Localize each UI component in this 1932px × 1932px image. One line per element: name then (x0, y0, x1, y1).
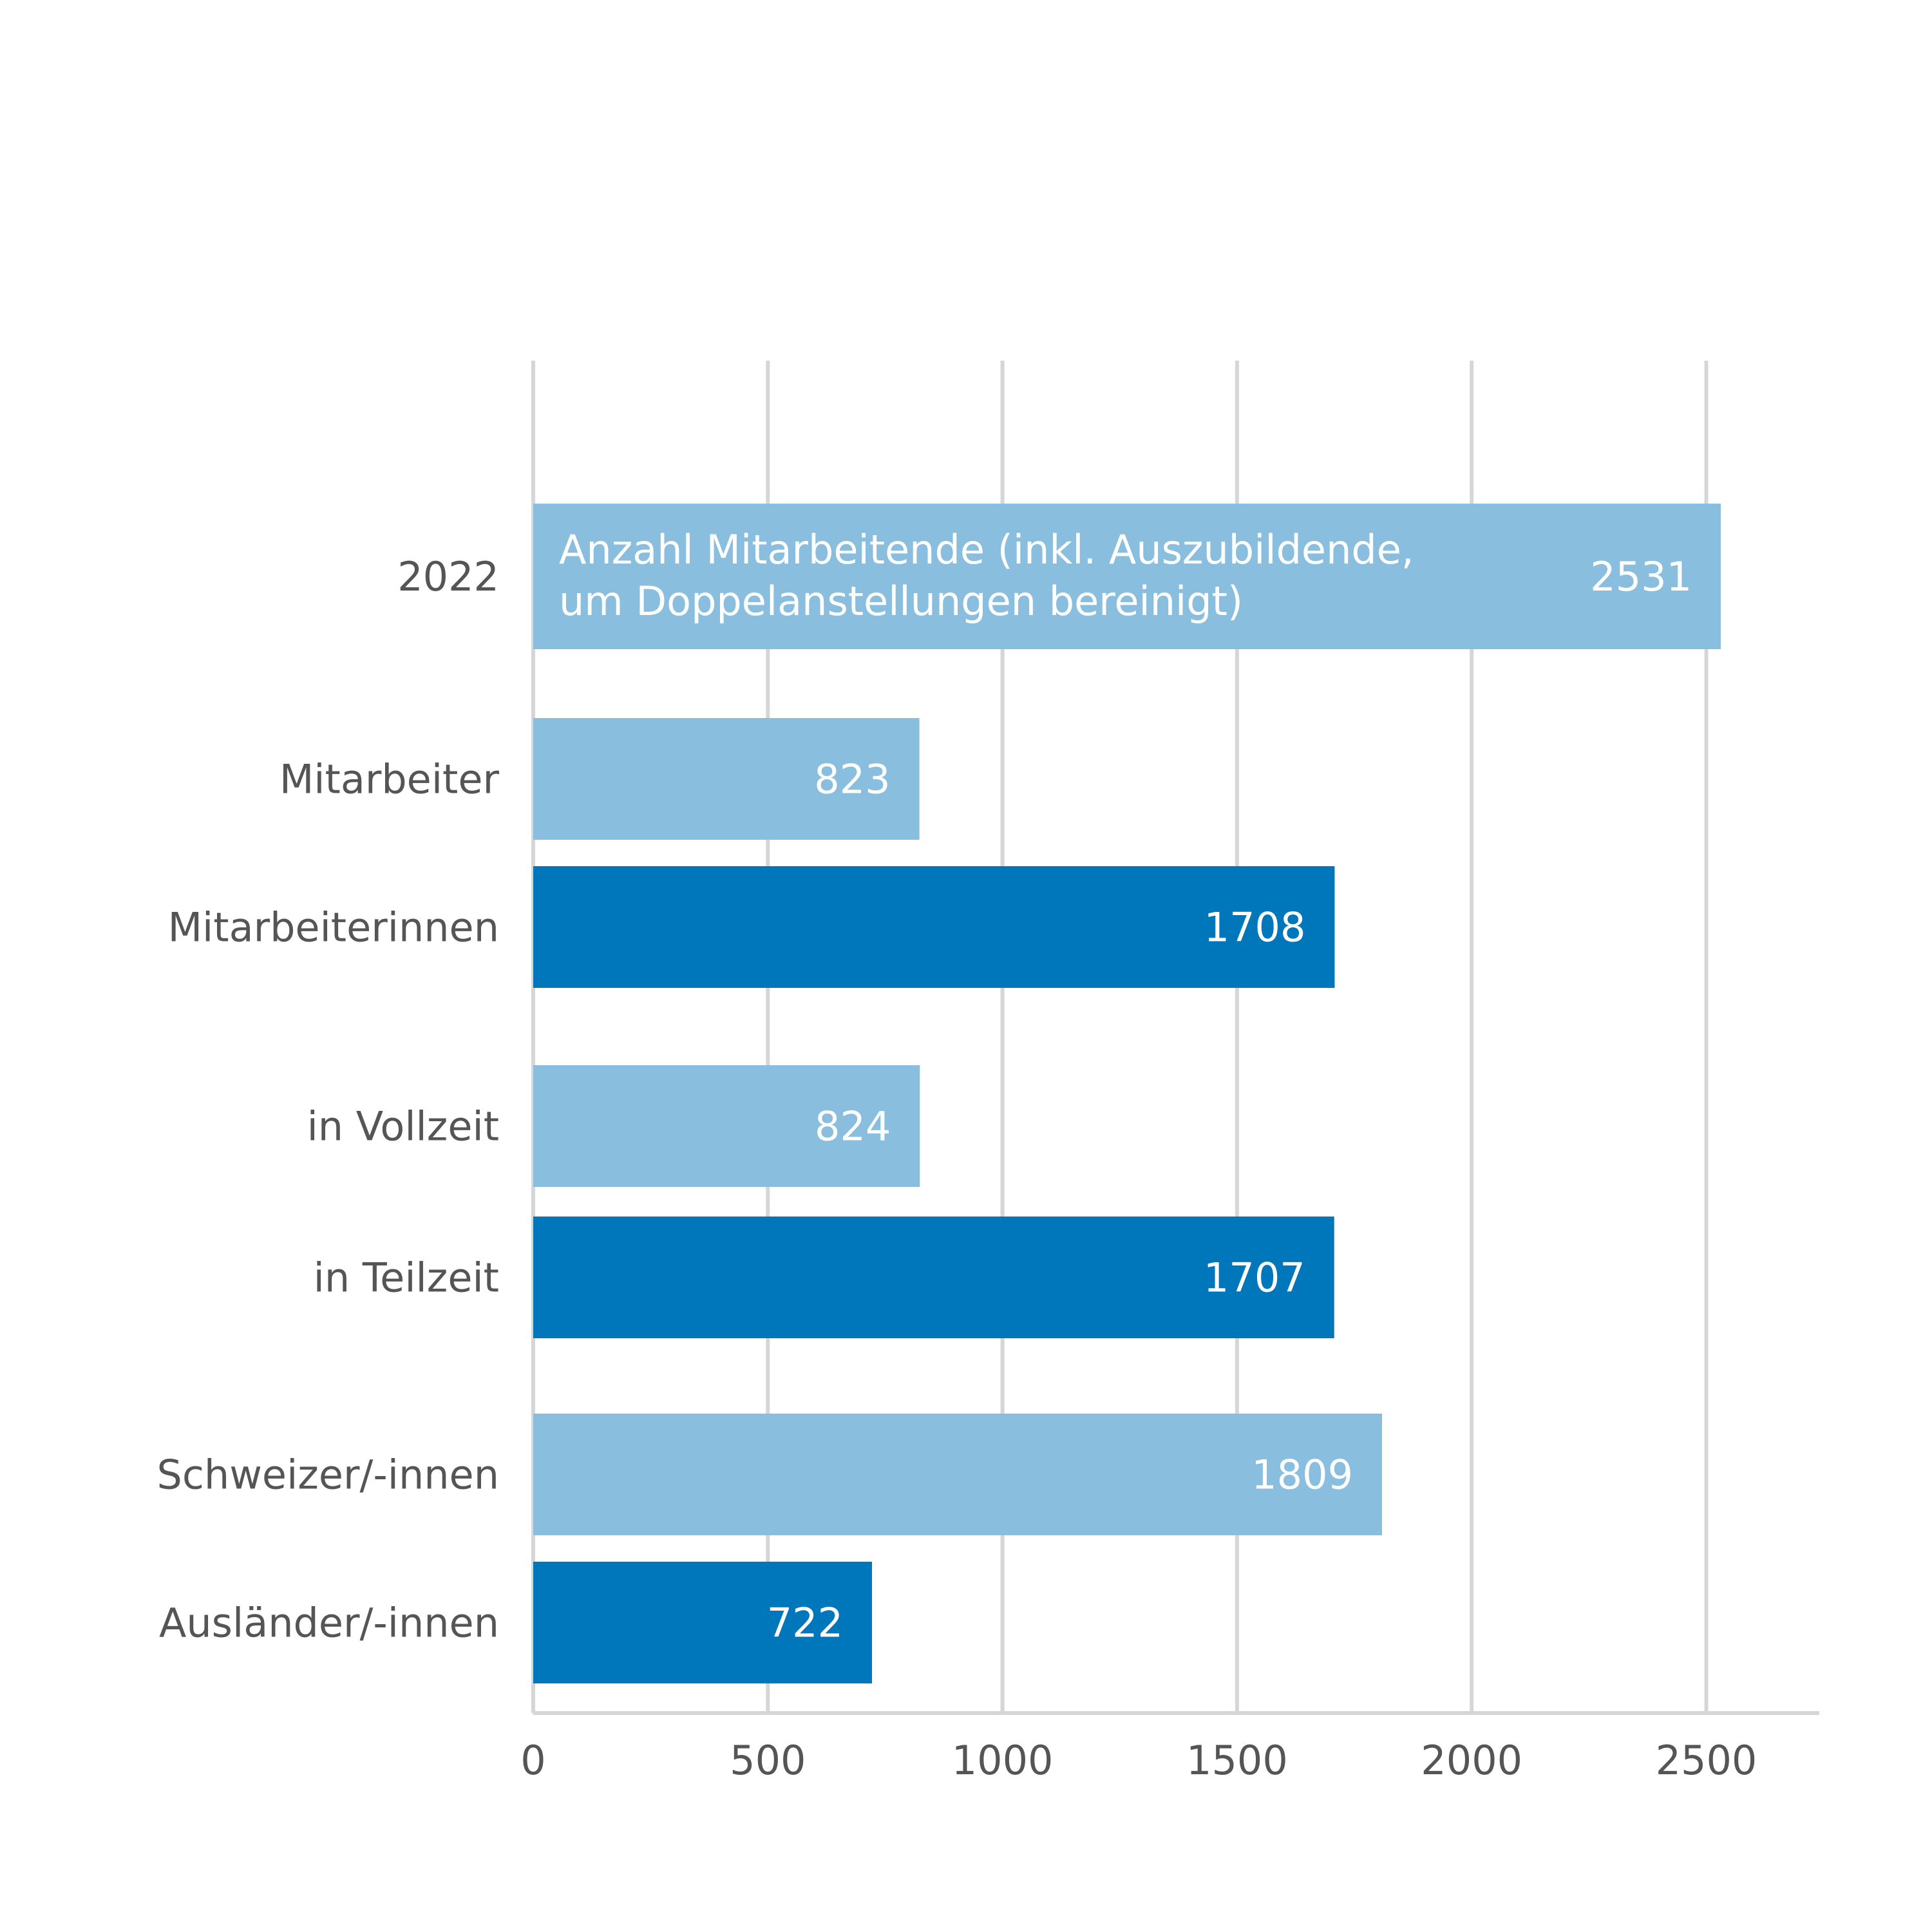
bar-2 (533, 866, 1335, 988)
category-label-1: Mitarbeiter (279, 756, 500, 803)
annotation-line-2: um Doppelanstellungen bereinigt) (559, 578, 1243, 625)
bar-4 (533, 1217, 1334, 1338)
category-label-2: Mitarbeiterinnen (168, 904, 499, 951)
bar-annotation: Anzahl Mitarbeitende (inkl. Auszubildend… (559, 526, 1426, 625)
category-label-5: Schweizer/-innen (156, 1452, 499, 1499)
x-tick-label-5: 2500 (1656, 1737, 1757, 1784)
category-label-6: Ausländer/-innen (159, 1600, 499, 1647)
bar-6 (533, 1562, 873, 1683)
value-labels: 2531 823 1708 824 1707 1809 722 (767, 553, 1692, 1647)
category-label-0: 2022 (397, 553, 499, 600)
value-label-0: 2531 (1590, 553, 1692, 600)
value-label-5: 1809 (1251, 1452, 1353, 1499)
x-tick-labels: 0 500 1000 1500 2000 2500 (520, 1737, 1757, 1784)
x-tick-label-3: 1500 (1186, 1737, 1288, 1784)
annotation-line-1: Anzahl Mitarbeitende (inkl. Auszubildend… (559, 526, 1414, 573)
bar-1 (533, 718, 920, 840)
value-label-6: 722 (767, 1600, 843, 1647)
bar-0 (533, 504, 1721, 649)
category-label-4: in Teilzeit (314, 1255, 499, 1302)
category-label-3: in Vollzeit (307, 1103, 499, 1150)
x-tick-label-2: 1000 (952, 1737, 1054, 1784)
value-label-2: 1708 (1204, 904, 1306, 951)
bars (533, 504, 1721, 1683)
bar-3 (533, 1065, 920, 1187)
value-label-4: 1707 (1204, 1255, 1305, 1302)
value-label-1: 823 (814, 756, 890, 803)
x-tick-label-0: 0 (520, 1737, 545, 1784)
category-labels: 2022 Mitarbeiter Mitarbeiterinnen in Vollze… (156, 553, 499, 1647)
bar-5 (533, 1414, 1383, 1535)
x-tick-label-4: 2000 (1421, 1737, 1522, 1784)
x-tick-label-1: 500 (730, 1737, 806, 1784)
value-label-3: 824 (815, 1103, 891, 1150)
